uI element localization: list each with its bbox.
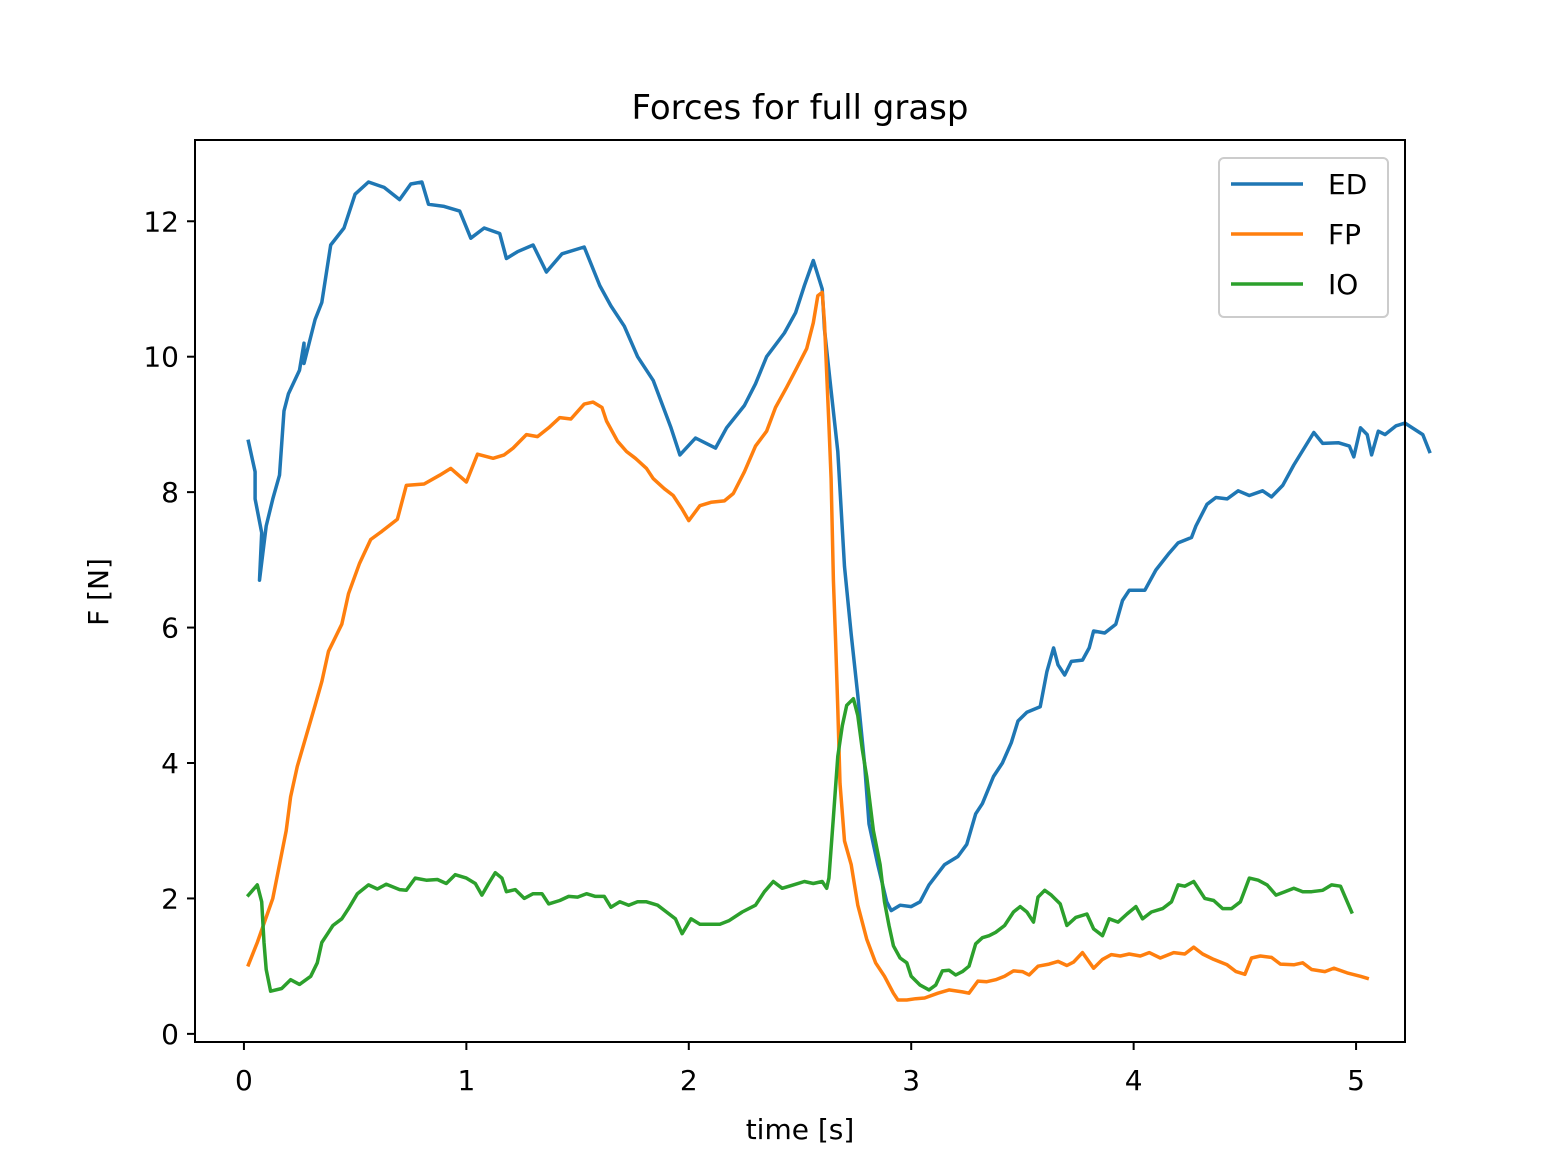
y-axis-ticks: 0 2 4 6 8 10 12: [143, 205, 195, 1051]
x-tick-label: 4: [1125, 1064, 1143, 1097]
x-tick-label: 1: [457, 1064, 475, 1097]
chart-title: Forces for full grasp: [632, 88, 969, 128]
x-tick-label: 2: [680, 1064, 698, 1097]
y-axis-label: F [N]: [82, 558, 115, 626]
series-layer: [245, 180, 1432, 1002]
legend-label-io: IO: [1328, 268, 1358, 301]
x-tick-label: 0: [235, 1064, 253, 1097]
y-tick-label: 12: [143, 205, 179, 238]
y-tick-label: 4: [161, 747, 179, 780]
y-tick-label: 8: [161, 476, 179, 509]
y-tick-label: 0: [161, 1018, 179, 1051]
plot-frame: [194, 139, 1406, 1043]
legend-label-fp: FP: [1328, 218, 1361, 251]
series-line-ed: [246, 180, 1432, 913]
x-axis-label: time [s]: [746, 1113, 855, 1146]
legend-box: [1218, 157, 1389, 318]
legend: ED FP IO: [1218, 157, 1389, 318]
x-tick-label: 3: [902, 1064, 920, 1097]
y-tick-label: 6: [161, 612, 179, 645]
x-axis-ticks: 0 1 2 3 4 5: [235, 1042, 1365, 1097]
y-tick-label: 10: [143, 341, 179, 374]
legend-label-ed: ED: [1328, 168, 1367, 201]
x-tick-label: 5: [1347, 1064, 1365, 1097]
series-line-io: [245, 696, 1354, 993]
series-line-fp: [246, 290, 1370, 1002]
y-tick-label: 2: [161, 882, 179, 915]
